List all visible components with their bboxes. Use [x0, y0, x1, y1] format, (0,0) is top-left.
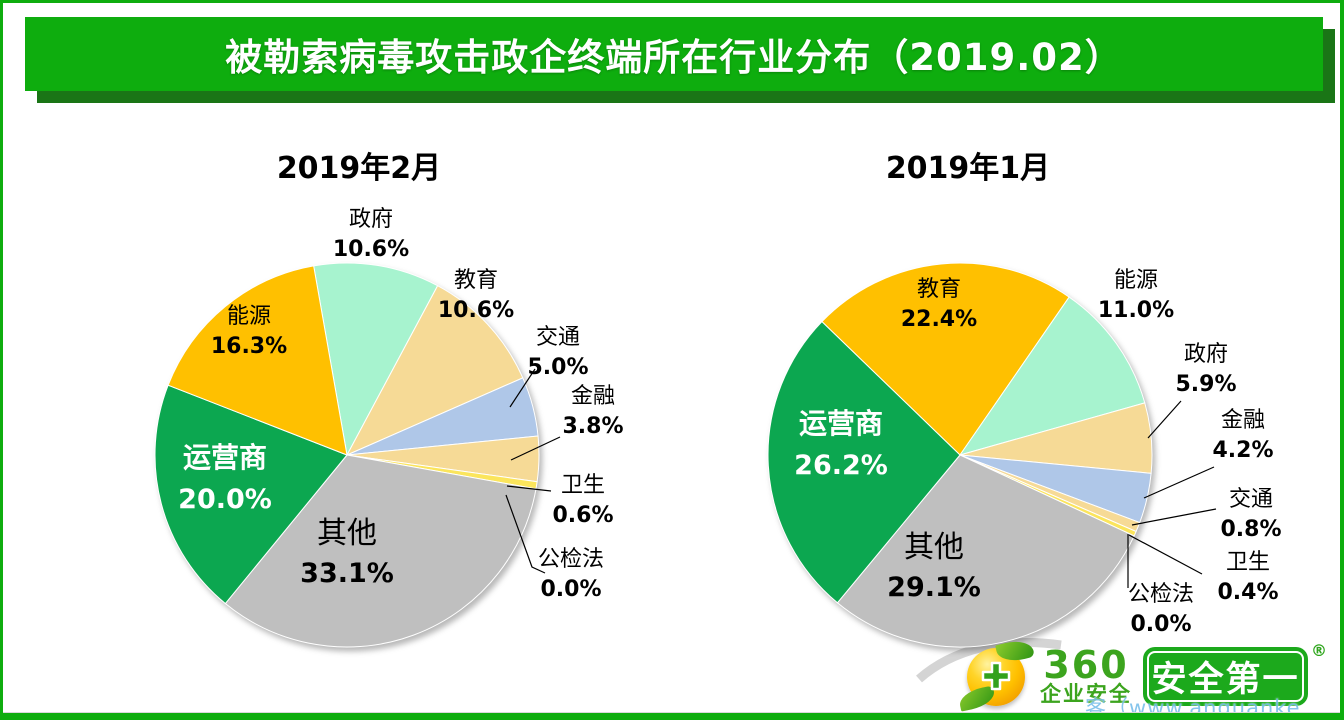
registered-trademark-symbol: ®	[1311, 641, 1327, 660]
jan-label-health: 卫生 0.4%	[1217, 550, 1279, 605]
feb-label-traffic: 交通 5.0%	[527, 325, 589, 380]
pie-slice-其他	[836, 454, 1135, 648]
jan-label-judicial: 公检法 0.0%	[1127, 582, 1195, 637]
page-title: 被勒索病毒攻击政企终端所在行业分布（2019.02）	[225, 36, 1123, 79]
jan-health-leader-line	[1128, 534, 1203, 575]
pie-jan-2019	[767, 262, 1153, 648]
feb-label-health: 卫生 0.6%	[552, 473, 614, 528]
jan-label-finance: 金融 4.2%	[1212, 408, 1274, 463]
jan-chart-title: 2019年1月	[885, 151, 1051, 186]
pie-slice-能源	[167, 265, 348, 456]
feb-traffic-leader-line	[509, 368, 536, 408]
jan-label-gov: 政府 5.9%	[1175, 342, 1237, 397]
feb-chart-title: 2019年2月	[276, 151, 442, 186]
jan-label-other: 其他 29.1%	[887, 530, 981, 603]
title-banner: 被勒索病毒攻击政企终端所在行业分布（2019.02）	[25, 17, 1323, 91]
pie-slice-政府	[313, 262, 439, 457]
logo-green-cross-icon	[981, 661, 1011, 691]
jan-label-energy: 能源 11.0%	[1097, 268, 1175, 323]
feb-health-leader-line	[506, 485, 552, 492]
feb-label-energy: 能源 16.3%	[210, 304, 288, 359]
bottom-green-strip	[3, 712, 1340, 720]
pie-slice-教育	[821, 262, 1070, 456]
jan-gov-leader-line	[1147, 400, 1182, 439]
feb-label-other: 其他 33.1%	[300, 516, 394, 589]
safety-first-badge: 安全第一	[1143, 647, 1308, 706]
logo-360-text: 360	[1043, 643, 1129, 687]
leader-lines	[505, 368, 1217, 588]
jan-label-edu: 教育 22.4%	[900, 277, 978, 332]
jan-label-traffic: 交通 0.8%	[1220, 487, 1282, 542]
jan-label-operator: 运营商 26.2%	[794, 407, 888, 481]
jan-traffic-leader-line	[1131, 508, 1217, 526]
feb-label-edu: 教育 10.6%	[437, 268, 515, 323]
feb-label-gov: 政府 10.6%	[332, 207, 410, 262]
logo-enterprise-security-text: 企业安全	[1040, 682, 1132, 706]
pie-slice-教育	[345, 285, 524, 457]
pie-slice-其他	[224, 454, 537, 648]
feb-label-finance: 金融 3.8%	[562, 384, 624, 439]
feb-label-operator: 运营商 20.0%	[178, 441, 272, 515]
feb-finance-leader-line	[510, 436, 561, 461]
pie-slice-运营商	[767, 320, 961, 604]
pie-feb-2019	[154, 262, 540, 648]
safety-first-badge-text: 安全第一	[1147, 651, 1304, 702]
pie-charts-canvas	[154, 262, 1217, 648]
jan-finance-leader-line	[1143, 466, 1215, 499]
feb-label-judicial: 公检法 0.0%	[537, 547, 605, 602]
feb-judicial-leader-line	[505, 494, 546, 574]
pie-slice-运营商	[154, 384, 348, 605]
